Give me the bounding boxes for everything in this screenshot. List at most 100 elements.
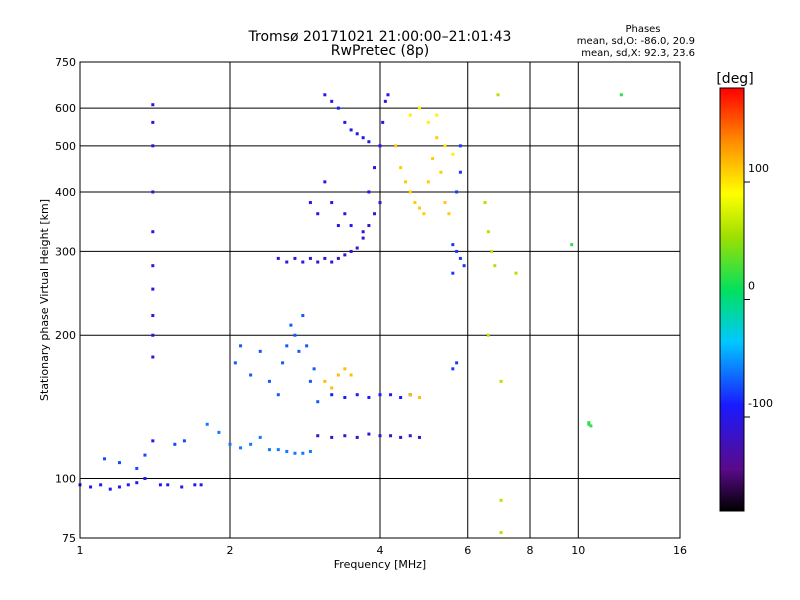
colorbar-ticks: 100 0 -100 — [744, 162, 773, 418]
data-point — [378, 201, 382, 205]
data-point — [228, 442, 232, 446]
data-point — [103, 457, 107, 461]
data-point — [349, 373, 353, 377]
data-point — [336, 373, 340, 377]
data-point — [435, 113, 439, 117]
x-tick-label: 16 — [673, 544, 687, 557]
data-point — [293, 333, 297, 337]
data-point — [587, 421, 591, 425]
data-point — [199, 483, 203, 487]
data-point — [378, 144, 382, 148]
plot-frame — [79, 61, 681, 539]
y-tick-label: 750 — [55, 56, 76, 69]
data-point — [496, 93, 500, 97]
data-point — [276, 393, 280, 397]
data-point — [143, 477, 147, 481]
data-point — [399, 395, 403, 399]
data-point — [117, 485, 121, 489]
data-point — [381, 120, 385, 124]
data-point — [151, 190, 155, 194]
data-point — [451, 367, 455, 371]
data-point — [276, 256, 280, 260]
data-point — [135, 481, 139, 485]
data-point — [323, 379, 327, 383]
data-point — [267, 448, 271, 452]
data-point — [417, 395, 421, 399]
data-point — [355, 246, 359, 250]
data-point — [349, 249, 353, 253]
data-point — [413, 201, 417, 205]
x-tick-label: 4 — [377, 544, 384, 557]
data-point — [205, 422, 209, 426]
data-point — [451, 243, 455, 247]
data-point — [458, 170, 462, 174]
data-point — [455, 249, 459, 253]
data-point — [499, 498, 503, 502]
data-point — [403, 180, 407, 184]
data-point — [417, 106, 421, 110]
data-point — [343, 367, 347, 371]
data-point — [301, 451, 305, 455]
data-point — [330, 260, 334, 264]
data-point — [336, 224, 340, 228]
data-point — [451, 271, 455, 275]
data-point — [499, 379, 503, 383]
data-point — [151, 120, 155, 124]
x-axis-label: Frequency [MHz] — [334, 558, 426, 571]
data-point — [233, 361, 237, 365]
data-point — [308, 379, 312, 383]
data-point — [182, 439, 186, 443]
data-point — [367, 224, 371, 228]
data-point — [394, 144, 398, 148]
data-point — [336, 106, 340, 110]
data-point — [173, 442, 177, 446]
data-point — [349, 224, 353, 228]
chart-subtitle: RwPretec (8p) — [331, 43, 429, 59]
data-point — [439, 170, 443, 174]
data-point — [361, 230, 365, 234]
data-point — [117, 461, 121, 465]
data-point — [312, 367, 316, 371]
colorbar-tick-label: 0 — [748, 280, 755, 293]
data-point — [343, 434, 347, 438]
phase-heading: Phases — [625, 24, 660, 35]
data-point — [301, 260, 305, 264]
data-point — [399, 166, 403, 170]
data-point — [619, 93, 623, 97]
data-point — [343, 120, 347, 124]
data-point — [108, 487, 112, 491]
data-point — [367, 190, 371, 194]
data-point — [285, 260, 289, 264]
x-tick-label: 6 — [464, 544, 471, 557]
data-point — [297, 349, 301, 353]
colorbar-tick-label: -100 — [748, 397, 773, 410]
phase-o-stats: mean, sd,O: -86.0, 20.9 — [577, 36, 695, 47]
axis-ticks: 1 2 4 6 8 10 16 75 100 200 300 400 500 600 750 — [55, 56, 687, 557]
data-point — [343, 395, 347, 399]
data-point — [389, 434, 393, 438]
y-tick-label: 500 — [55, 140, 76, 153]
data-point — [367, 395, 371, 399]
data-point — [486, 230, 490, 234]
data-point — [151, 355, 155, 359]
data-point — [285, 449, 289, 453]
data-point — [490, 249, 494, 253]
data-point — [301, 314, 305, 318]
data-point — [281, 361, 285, 365]
data-point — [151, 287, 155, 291]
data-point — [343, 212, 347, 216]
data-point — [151, 333, 155, 337]
data-point — [417, 435, 421, 439]
data-point — [276, 448, 280, 452]
data-point — [316, 400, 320, 404]
data-point — [455, 190, 459, 194]
data-point — [316, 212, 320, 216]
data-point — [431, 157, 435, 161]
x-tick-label: 8 — [527, 544, 534, 557]
data-point — [443, 201, 447, 205]
y-tick-label: 75 — [62, 532, 76, 545]
data-point — [323, 180, 327, 184]
data-point — [330, 393, 334, 397]
data-point — [587, 422, 591, 426]
data-point — [408, 393, 412, 397]
